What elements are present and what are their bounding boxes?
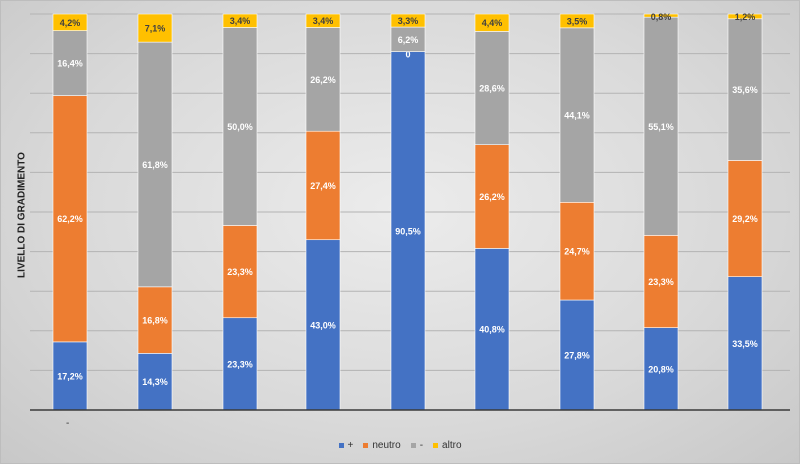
data-label-neutro-5: 0 <box>405 50 410 60</box>
legend-item-altro: altro <box>433 440 462 451</box>
legend-swatch <box>363 442 369 448</box>
data-label-minus-5: 6,2% <box>398 35 419 45</box>
bar-segment-plus-2 <box>137 353 173 411</box>
bar-segment-neutro-3 <box>222 225 258 319</box>
data-label-plus-7: 27,8% <box>564 351 590 361</box>
bar-segment-neutro-9 <box>727 160 763 277</box>
data-label-minus-7: 44,1% <box>564 111 590 121</box>
bar-segment-minus-9 <box>727 18 763 161</box>
legend: + neutro - altro <box>0 440 800 451</box>
bar-segment-minus-4 <box>305 27 341 132</box>
data-label-neutro-4: 27,4% <box>310 181 336 191</box>
data-label-plus-5: 90,5% <box>395 226 421 236</box>
bar-segment-plus-3 <box>222 317 258 411</box>
data-label-minus-1: 16,4% <box>57 59 83 69</box>
y-axis-label: LIVELLO DI GRADIMENTO <box>16 152 28 278</box>
data-label-neutro-2: 16,8% <box>142 316 168 326</box>
data-label-altro-7: 3,5% <box>567 16 588 26</box>
bar-segment-altro-6 <box>474 13 510 32</box>
y-axis-label-wrap: LIVELLO DI GRADIMENTO <box>0 0 40 410</box>
legend-label: - <box>419 440 424 451</box>
legend-item-plus: + <box>338 440 354 451</box>
bar-segment-altro-8 <box>643 13 679 18</box>
legend-swatch <box>338 442 344 448</box>
bar-segment-neutro-4 <box>305 130 341 241</box>
bar-segment-neutro-2 <box>137 286 173 354</box>
bar-segment-altro-5 <box>390 13 426 28</box>
bar-segment-minus-7 <box>559 27 595 203</box>
data-label-neutro-8: 23,3% <box>648 277 674 287</box>
data-label-neutro-6: 26,2% <box>479 192 505 202</box>
data-label-altro-3: 3,4% <box>230 16 251 26</box>
bar-segment-minus-1 <box>52 30 88 96</box>
bar-segment-plus-6 <box>474 248 510 411</box>
bar-segment-altro-7 <box>559 13 595 29</box>
bar-segment-plus-8 <box>643 327 679 411</box>
legend-item-minus: - <box>410 440 424 451</box>
data-label-plus-6: 40,8% <box>479 325 505 335</box>
bar-segment-minus-2 <box>137 41 173 288</box>
data-label-neutro-7: 24,7% <box>564 247 590 257</box>
data-label-minus-8: 55,1% <box>648 122 674 132</box>
bar-segment-neutro-6 <box>474 144 510 249</box>
data-label-neutro-1: 62,2% <box>57 214 83 224</box>
bar-segment-altro-4 <box>305 13 341 28</box>
data-label-plus-8: 20,8% <box>648 364 674 374</box>
bar-segment-plus-7 <box>559 299 595 411</box>
bar-segment-plus-4 <box>305 239 341 411</box>
data-label-minus-9: 35,6% <box>732 85 758 95</box>
data-label-minus-6: 28,6% <box>479 84 505 94</box>
data-label-plus-3: 23,3% <box>227 359 253 369</box>
legend-item-neutro: neutro <box>363 440 401 451</box>
bar-segment-altro-3 <box>222 13 258 28</box>
data-label-altro-9: 1,2% <box>735 12 756 22</box>
legend-label: + <box>347 440 354 451</box>
data-label-altro-4: 3,4% <box>313 16 334 26</box>
bar-segment-plus-1 <box>52 341 88 411</box>
x-tick-label: - <box>66 418 70 429</box>
data-label-neutro-3: 23,3% <box>227 267 253 277</box>
data-label-altro-8: 0,8% <box>651 12 672 22</box>
data-label-plus-4: 43,0% <box>310 320 336 330</box>
data-label-altro-2: 7,1% <box>145 24 166 34</box>
bar-segment-altro-9 <box>727 13 763 20</box>
bar-segment-minus-8 <box>643 16 679 236</box>
data-label-altro-1: 4,2% <box>60 18 81 28</box>
data-label-plus-1: 17,2% <box>57 371 83 381</box>
bar-segment-neutro-8 <box>643 235 679 328</box>
bar-segment-altro-1 <box>52 13 88 31</box>
legend-label: altro <box>442 440 462 451</box>
data-label-plus-2: 14,3% <box>142 377 168 387</box>
bar-segment-minus-6 <box>474 31 510 145</box>
legend-swatch <box>433 442 439 448</box>
data-label-altro-6: 4,4% <box>482 18 503 28</box>
data-label-minus-2: 61,8% <box>142 160 168 170</box>
legend-label: neutro <box>372 440 401 451</box>
bar-segment-minus-5 <box>390 26 426 52</box>
bar-segment-neutro-1 <box>52 95 88 343</box>
data-label-altro-5: 3,3% <box>398 16 419 26</box>
data-label-plus-9: 33,5% <box>732 339 758 349</box>
legend-swatch <box>410 442 416 448</box>
data-label-neutro-9: 29,2% <box>732 214 758 224</box>
bar-segment-altro-2 <box>137 13 173 43</box>
data-label-minus-3: 50,0% <box>227 122 253 132</box>
data-label-minus-4: 26,2% <box>310 75 336 85</box>
bar-segment-neutro-7 <box>559 202 595 301</box>
